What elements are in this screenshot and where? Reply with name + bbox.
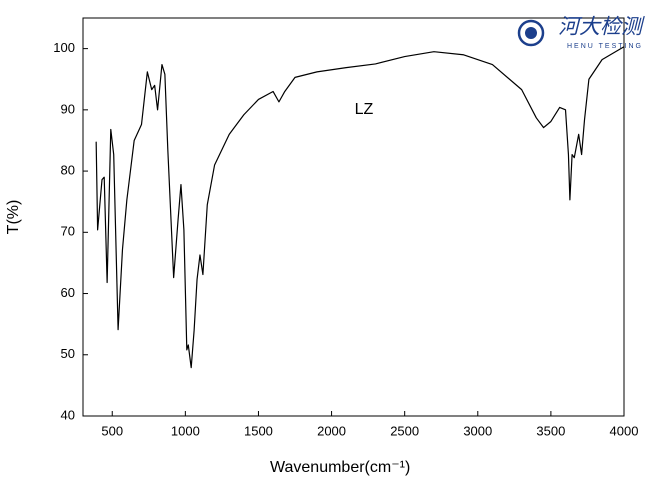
x-tick-label: 3000 [463, 423, 492, 438]
y-tick-label: 50 [61, 346, 75, 361]
x-tick-label: 500 [101, 423, 123, 438]
plot-frame [82, 17, 625, 417]
logo-emblem [517, 19, 545, 47]
y-tick-label: 90 [61, 101, 75, 116]
x-tick-label: 1000 [171, 423, 200, 438]
y-axis-label: T(%) [5, 200, 22, 235]
logo: 河大检测 HENU TESTING [517, 15, 645, 50]
x-tick-label: 2000 [317, 423, 346, 438]
x-tick-label: 4000 [610, 423, 639, 438]
y-tick-label: 70 [61, 224, 75, 239]
x-tick-label: 2500 [390, 423, 419, 438]
x-axis-label: Wavenumber(cm⁻¹) [270, 459, 410, 476]
spectrum-line [95, 46, 625, 369]
y-tick-label: 60 [61, 285, 75, 300]
y-tick-label: 40 [61, 407, 75, 422]
x-tick-label: 3500 [536, 423, 565, 438]
x-tick-label: 1500 [244, 423, 273, 438]
annotation: LZ [355, 101, 374, 118]
logo-subtitle: HENU TESTING [567, 43, 643, 50]
logo-emblem-center [525, 27, 537, 39]
y-tick-label: 100 [53, 40, 75, 55]
logo-name: 河大检测 [558, 15, 645, 39]
y-tick-label: 80 [61, 163, 75, 178]
